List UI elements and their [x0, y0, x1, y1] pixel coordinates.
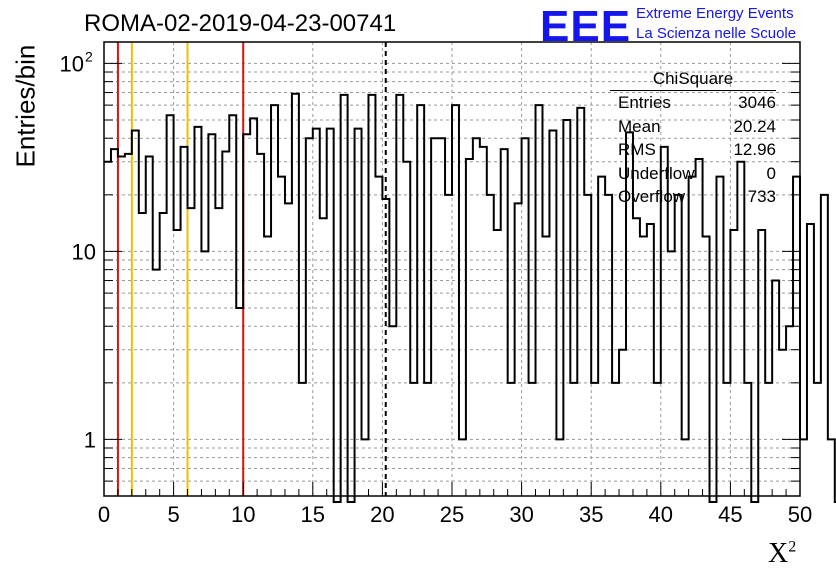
x-tick-label: 5 [167, 502, 179, 527]
stats-row-mean: Mean 20.24 [610, 115, 776, 139]
logo-caption: Extreme Energy Events La Scienza nelle S… [636, 4, 796, 44]
stats-value: 0 [766, 163, 776, 183]
axis-ticks [103, 62, 801, 496]
stats-row-underflow: Underflow 0 [610, 162, 776, 186]
stats-label: Underflow [618, 163, 695, 183]
histogram-outline [104, 92, 836, 503]
x-tick-label: 45 [718, 502, 742, 527]
y-tick-label: 1 [84, 427, 96, 452]
eee-logo: EEE [540, 2, 632, 51]
grid-lines [104, 42, 800, 496]
x-tick-label: 50 [788, 502, 812, 527]
stats-row-rms: RMS 12.96 [610, 138, 776, 162]
x-axis-label-main: X [768, 538, 789, 569]
stats-box: ChiSquare Entries 3046 Mean 20.24 RMS 12.96 Un… [610, 68, 776, 209]
chart-title: ROMA-02-2019-04-23-00741 [84, 10, 397, 37]
stats-value: 3046 [738, 93, 776, 112]
stats-header: ChiSquare [610, 68, 776, 91]
x-tick-label: 40 [649, 502, 673, 527]
stats-rows: Entries 3046 Mean 20.24 RMS 12.96 Underflow 0 Ov… [610, 91, 776, 209]
stats-value: 20.24 [733, 116, 776, 136]
stats-row-entries: Entries 3046 [610, 91, 776, 115]
stats-label: Mean [618, 116, 661, 136]
x-tick-label: 20 [370, 502, 394, 527]
y-tick-label: 10 [72, 239, 96, 264]
y-tick-label-exponent: 2 [85, 48, 93, 64]
x-axis-label: X2 [768, 538, 796, 570]
logo-caption-line-1: Extreme Energy Events [636, 5, 794, 22]
x-tick-label: 25 [440, 502, 464, 527]
stats-label: RMS [618, 140, 656, 159]
stats-label: Entries [618, 93, 671, 112]
y-tick-label: 10 [60, 51, 84, 76]
x-tick-label: 30 [509, 502, 533, 527]
stats-value: 733 [747, 187, 776, 206]
stats-label: Overflow [618, 187, 686, 206]
stats-row-overflow: Overflow 733 [610, 185, 776, 209]
logo-caption-line-2: La Scienza nelle Scuole [636, 25, 797, 42]
x-tick-label: 15 [301, 502, 325, 527]
stats-value: 12.96 [733, 140, 776, 159]
x-axis-label-superscript: 2 [788, 538, 797, 556]
x-tick-label: 35 [579, 502, 603, 527]
x-tick-label: 10 [231, 502, 255, 527]
x-tick-label: 0 [98, 502, 110, 527]
